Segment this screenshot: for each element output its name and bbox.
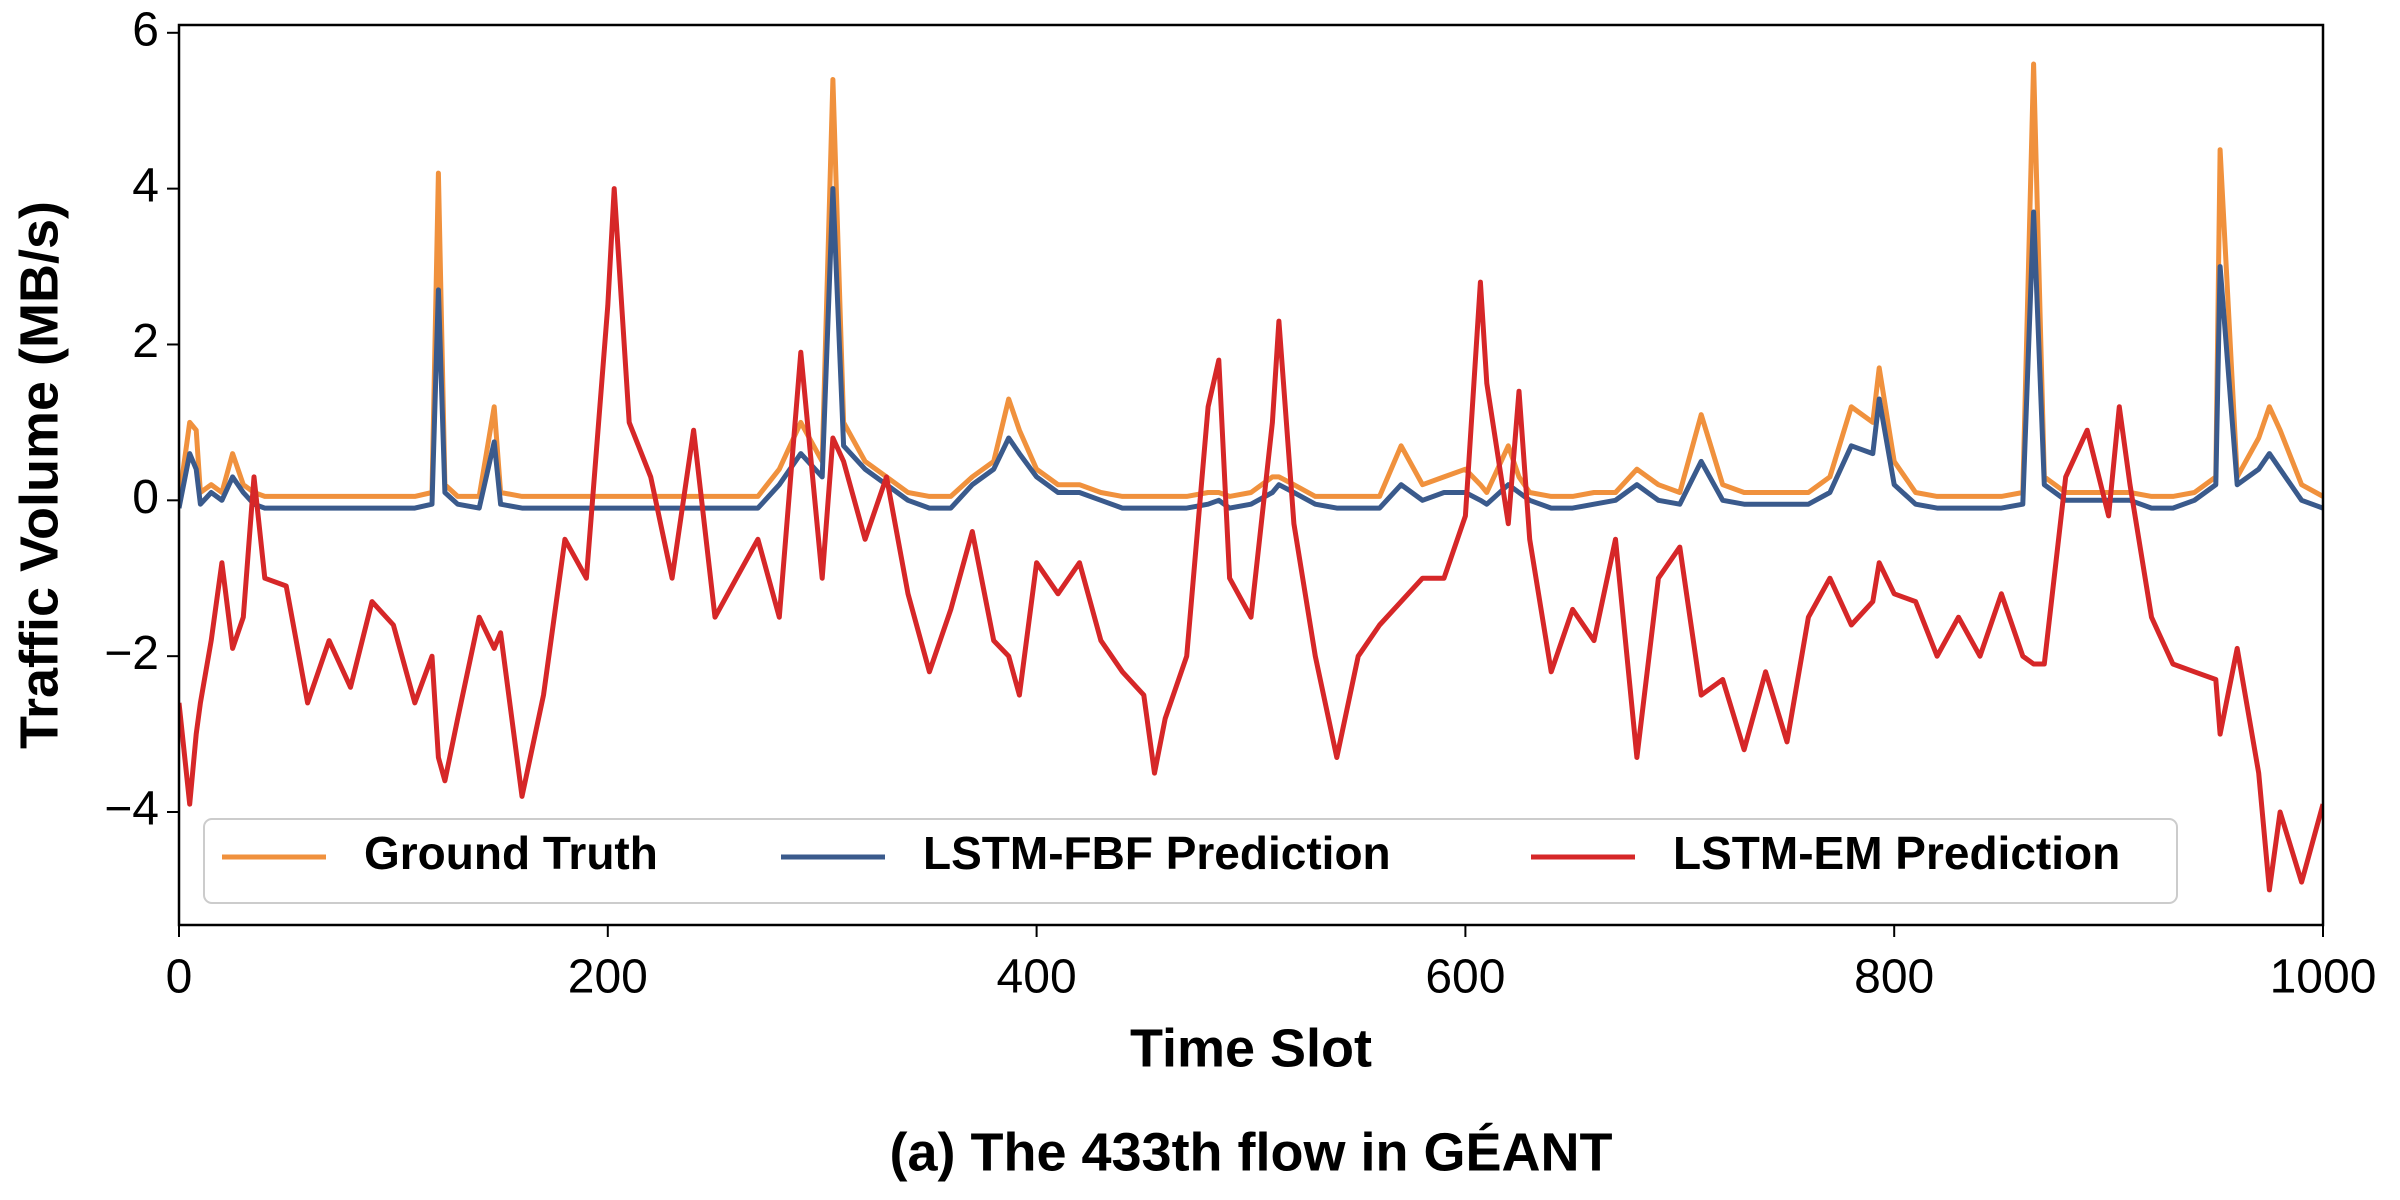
x-axis-label: Time Slot	[1130, 1018, 1372, 1078]
x-tick-label: 1000	[2270, 951, 2377, 1004]
y-tick-label: −2	[104, 627, 159, 680]
series-line	[179, 186, 2323, 511]
chart-title: (a) The 433th flow in GÉANT	[889, 1122, 1612, 1182]
y-tick-label: 6	[132, 3, 159, 56]
x-tick-label: 400	[997, 951, 1077, 1004]
legend-frame	[203, 818, 2178, 904]
plot-frame	[177, 23, 2325, 927]
y-tick-label: 4	[132, 159, 159, 212]
y-tick-label: −4	[104, 783, 159, 836]
series-line	[179, 186, 2323, 893]
legend: Ground Truth LSTM-FBF Prediction LSTM-EM P…	[203, 818, 2178, 904]
x-tick-label: 800	[1854, 951, 1934, 1004]
x-tick-label: 0	[166, 951, 193, 1004]
legend-label: LSTM-FBF Prediction	[923, 827, 1391, 879]
x-tick-label: 200	[568, 951, 648, 1004]
legend-label: LSTM-EM Prediction	[1673, 827, 2120, 879]
y-axis-label: Traffic Volume (MB/s)	[9, 201, 69, 749]
x-tick-label: 600	[1425, 951, 1505, 1004]
series-line	[179, 61, 2323, 501]
legend-label: Ground Truth	[364, 827, 658, 879]
y-tick-label: 0	[132, 471, 159, 524]
y-tick-label: 2	[132, 315, 159, 368]
